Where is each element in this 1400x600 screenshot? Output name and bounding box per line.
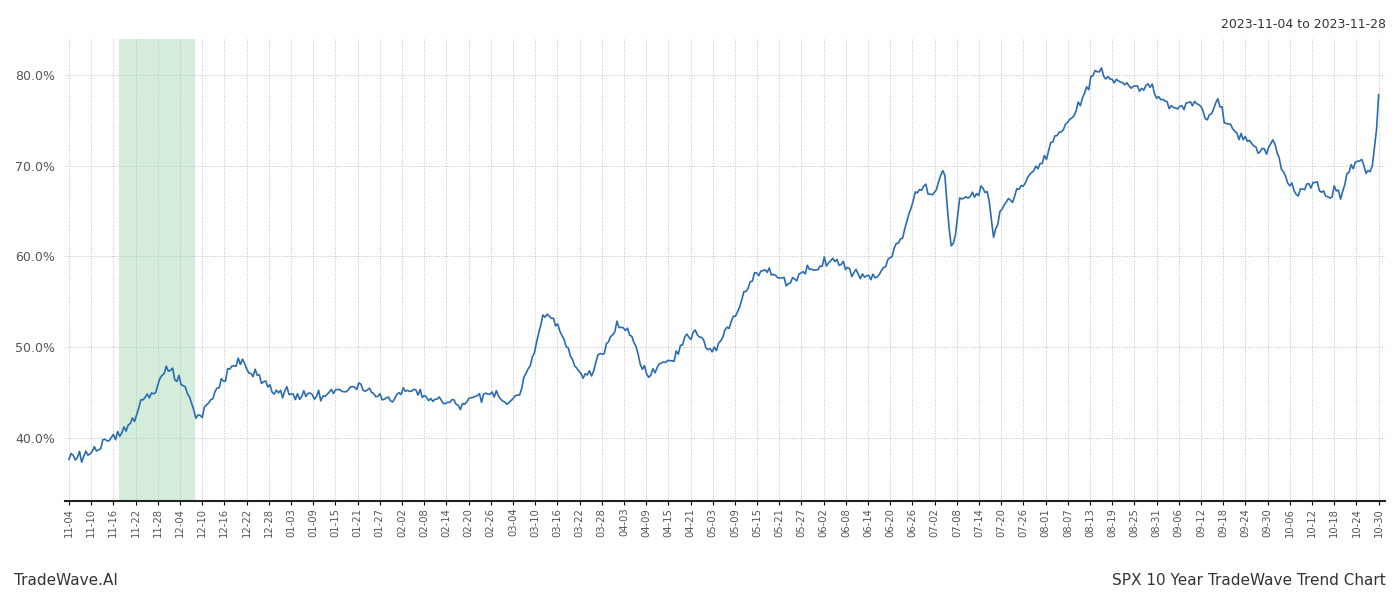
Text: 2023-11-04 to 2023-11-28: 2023-11-04 to 2023-11-28 [1221, 18, 1386, 31]
Text: TradeWave.AI: TradeWave.AI [14, 573, 118, 588]
Bar [119, 39, 193, 501]
Text: SPX 10 Year TradeWave Trend Chart: SPX 10 Year TradeWave Trend Chart [1112, 573, 1386, 588]
